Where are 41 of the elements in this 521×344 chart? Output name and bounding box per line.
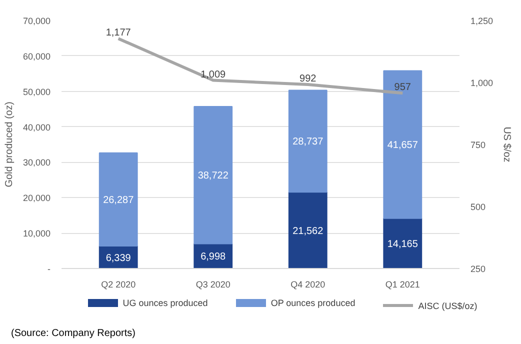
data-label: 6,339 — [106, 252, 132, 264]
data-label: 21,562 — [292, 226, 324, 237]
data-label: 992 — [300, 73, 317, 84]
y-tick-label: 10,000 — [22, 228, 51, 239]
bar — [383, 218, 422, 268]
x-tick-label: Q4 2020 — [290, 280, 326, 290]
y-tick-label: 20,000 — [22, 193, 51, 204]
legend-label: AISC (US$/oz) — [418, 300, 478, 312]
data-label: 26,287 — [103, 194, 134, 206]
y2-axis-title: US $/oz — [501, 126, 512, 162]
y-tick-label: 70,000 — [22, 16, 51, 26]
data-label: 1,009 — [200, 69, 226, 80]
data-label: 38,722 — [198, 170, 229, 182]
legend-label: UG ounces produced — [122, 297, 208, 310]
bar — [194, 106, 233, 244]
x-tick-label: Q2 2020 — [101, 280, 136, 290]
y2-tick-label: 1,250 — [470, 16, 494, 26]
y2-tick-label: 500 — [470, 202, 486, 212]
y-tick-label: 50,000 — [22, 86, 51, 97]
y-tick-label: 40,000 — [22, 122, 51, 132]
bar — [98, 152, 138, 247]
data-label: 41,657 — [387, 140, 418, 152]
data-label: 1,177 — [106, 28, 132, 39]
data-label: 14,165 — [387, 238, 418, 250]
y2-tick-label: 250 — [470, 264, 486, 274]
y2-tick-label: 750 — [470, 140, 486, 150]
legend-label: OP ounces produced — [270, 297, 356, 310]
bar — [288, 192, 328, 268]
text: (Source: Company Reports) — [11, 327, 136, 341]
y2-tick-label: 1,000 — [470, 78, 494, 88]
x-tick-label: Q3 2020 — [196, 280, 230, 290]
y-axis-title: Gold produced (oz) — [4, 102, 15, 188]
data-label: 28,737 — [292, 136, 324, 148]
x-tick-label: Q1 2021 — [385, 280, 420, 290]
bar — [288, 90, 328, 193]
y-tick-label: - — [48, 264, 51, 274]
data-label: 6,998 — [200, 252, 226, 263]
y-tick-label: 30,000 — [22, 158, 51, 168]
bar — [383, 70, 422, 219]
data-label: 957 — [394, 82, 412, 94]
y-tick-label: 60,000 — [22, 51, 51, 62]
